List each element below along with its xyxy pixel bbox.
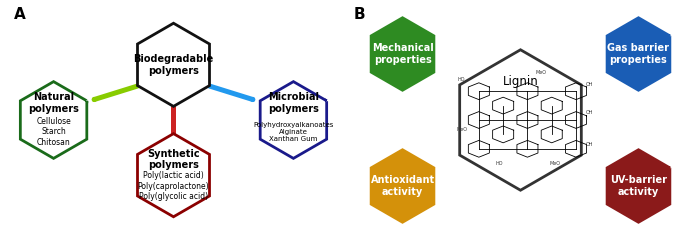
Text: MeO: MeO [550, 161, 561, 166]
Text: Lignin: Lignin [502, 75, 539, 88]
Polygon shape [20, 82, 87, 158]
Text: Natural
polymers: Natural polymers [28, 92, 79, 114]
Text: Gas barrier
properties: Gas barrier properties [607, 43, 670, 65]
Text: Microbial
polymers: Microbial polymers [268, 92, 319, 114]
Text: Polyhydroxyalkanoates
Alginate
Xanthan Gum: Polyhydroxyalkanoates Alginate Xanthan G… [253, 122, 334, 142]
Text: HO: HO [496, 161, 503, 166]
Text: Poly(lactic acid)
Poly(caprolactone)
Poly(glycolic acid): Poly(lactic acid) Poly(caprolactone) Pol… [137, 171, 210, 201]
Polygon shape [607, 149, 670, 223]
Text: OH: OH [586, 142, 593, 146]
Text: UV-barrier
activity: UV-barrier activity [610, 175, 667, 197]
Polygon shape [137, 134, 210, 217]
Text: B: B [354, 7, 366, 22]
Text: Cellulose
Starch
Chitosan: Cellulose Starch Chitosan [36, 117, 71, 147]
Text: Antioxidant
activity: Antioxidant activity [371, 175, 434, 197]
Polygon shape [607, 17, 670, 91]
Text: Biodegradable
polymers: Biodegradable polymers [133, 54, 214, 76]
Polygon shape [371, 149, 434, 223]
Text: OH: OH [586, 82, 593, 86]
Text: MeO: MeO [456, 127, 467, 132]
Polygon shape [260, 82, 327, 158]
Text: MeO: MeO [536, 70, 547, 74]
Polygon shape [371, 17, 434, 91]
Polygon shape [459, 50, 582, 190]
Text: HO: HO [458, 77, 465, 82]
Text: A: A [14, 7, 26, 22]
Text: Mechanical
properties: Mechanical properties [372, 43, 433, 65]
Text: OH: OH [586, 110, 593, 115]
Polygon shape [137, 23, 210, 106]
Text: Synthetic
polymers: Synthetic polymers [147, 149, 200, 170]
